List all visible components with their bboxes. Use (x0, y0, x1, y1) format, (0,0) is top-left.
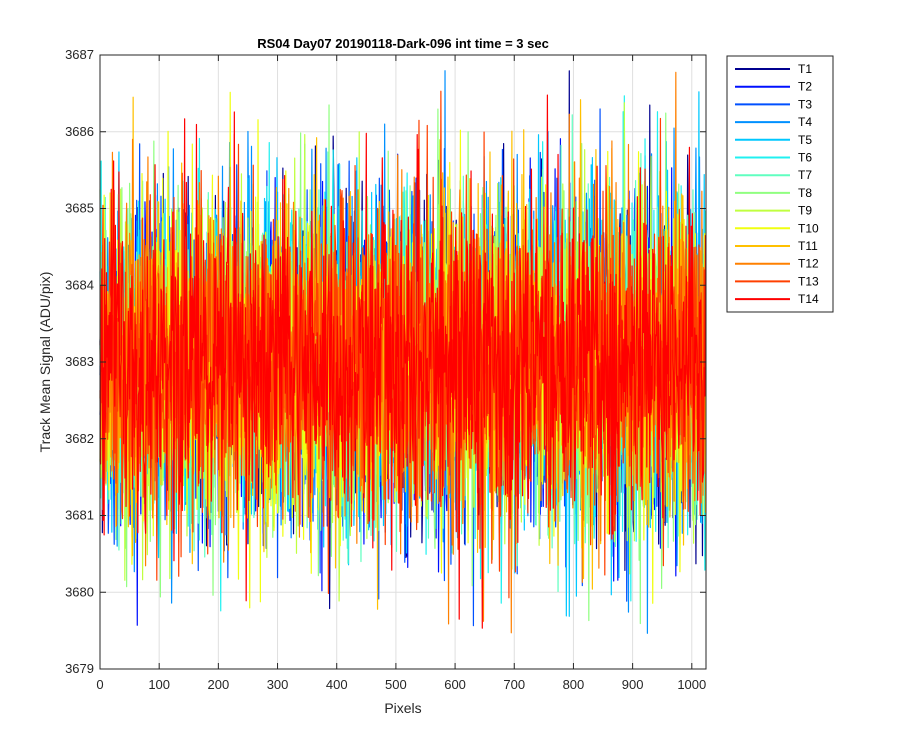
legend-label-t9: T9 (798, 204, 812, 218)
series-lines (99, 70, 707, 634)
y-tick-label: 3687 (65, 47, 94, 62)
x-axis-label: Pixels (384, 700, 421, 716)
y-tick-label: 3679 (65, 661, 94, 676)
x-tick-label: 0 (96, 677, 103, 692)
legend-label-t8: T8 (798, 186, 812, 200)
legend: T1 T2 T3 T4 T5 T6 T7 T8 T9 T10 T11 T12 T13 T14 (726, 55, 834, 313)
chart-title: RS04 Day07 20190118-Dark-096 int time = … (257, 36, 549, 51)
y-tick-label: 3681 (65, 508, 94, 523)
legend-label-t13: T13 (798, 274, 819, 288)
legend-label-t12: T12 (798, 257, 819, 271)
legend-box (726, 55, 834, 313)
y-tick-label: 3685 (65, 201, 94, 216)
x-tick-label: 300 (267, 677, 289, 692)
series-line-t14 (99, 94, 707, 629)
legend-label-t2: T2 (798, 80, 812, 94)
x-tick-label: 500 (385, 677, 407, 692)
legend-label-t11: T11 (798, 239, 818, 253)
y-tick-label: 3683 (65, 354, 94, 369)
x-tick-label: 200 (208, 677, 230, 692)
x-tick-label: 600 (444, 677, 466, 692)
axis-ticks: 0 100 200 300 400 500 600 700 800 900 1000 3679 3680… (65, 47, 706, 692)
legend-label-t3: T3 (798, 97, 812, 111)
legend-label-t14: T14 (798, 292, 819, 306)
legend-label-t5: T5 (798, 133, 812, 147)
y-tick-label: 3684 (65, 277, 94, 292)
x-tick-label: 800 (563, 677, 585, 692)
y-tick-label: 3682 (65, 431, 94, 446)
legend-label-t6: T6 (798, 151, 812, 165)
y-axis-label: Track Mean Signal (ADU/pix) (37, 272, 53, 453)
legend-label-t4: T4 (798, 115, 812, 129)
y-tick-label: 3680 (65, 584, 94, 599)
x-tick-label: 700 (503, 677, 525, 692)
x-tick-label: 100 (148, 677, 170, 692)
y-tick-label: 3686 (65, 124, 94, 139)
x-tick-label: 1000 (677, 677, 706, 692)
legend-label-t7: T7 (798, 168, 812, 182)
legend-label-t10: T10 (798, 221, 819, 235)
x-tick-label: 900 (622, 677, 644, 692)
x-tick-label: 400 (326, 677, 348, 692)
legend-label-t1: T1 (798, 62, 812, 76)
